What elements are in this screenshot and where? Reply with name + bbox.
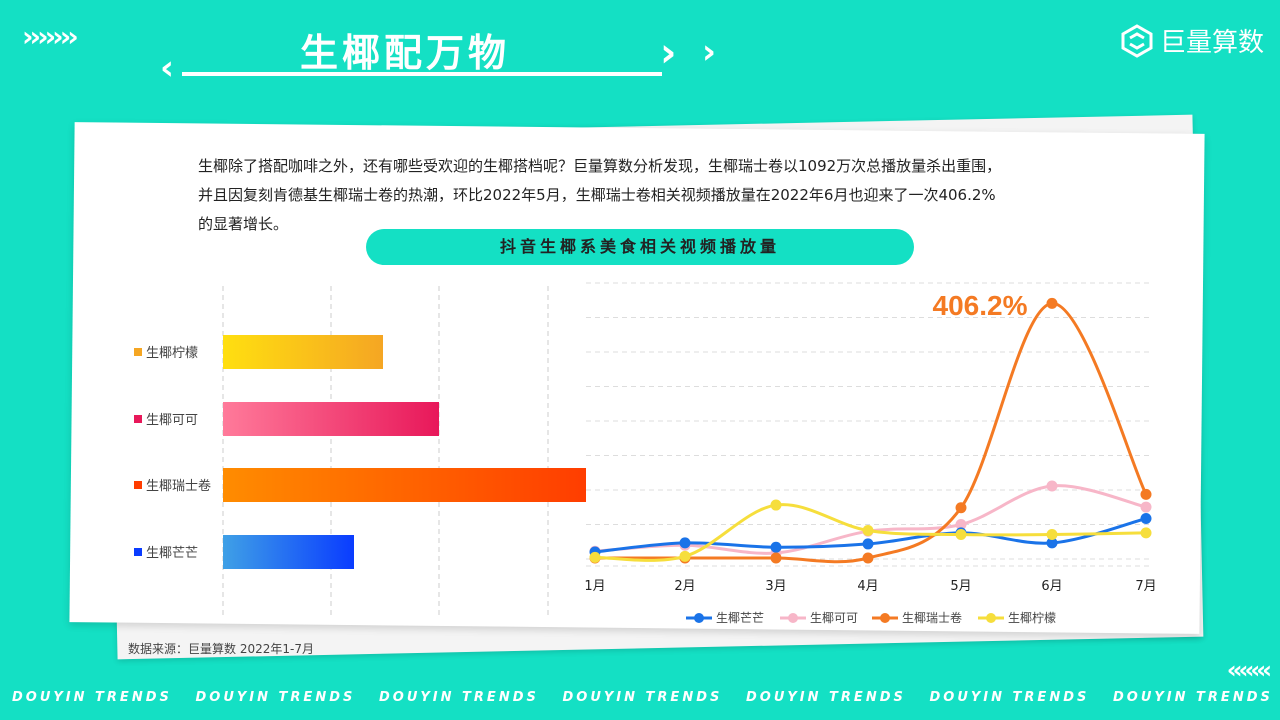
bar: [223, 402, 439, 436]
data-point: [955, 502, 967, 514]
bar-category-label: 生椰瑞士卷: [146, 478, 211, 494]
x-tick-label: 4月: [857, 579, 878, 594]
footer-tagline: DOUYIN TRENDS: [379, 690, 539, 705]
chevron-right-icon: ›: [702, 32, 717, 72]
footer-band: DOUYIN TRENDS DOUYIN TRENDS DOUYIN TRENDS D…: [0, 686, 1280, 708]
intro-line: 的显著增长。: [198, 215, 289, 233]
chart-title: 抖音生椰系美食相关视频播放量: [366, 229, 914, 265]
bar-category-label: 生椰柠檬: [146, 346, 198, 361]
chevron-right-icon: ›: [660, 30, 677, 76]
bar-category-label: 生椰可可: [146, 413, 198, 428]
title-underline: [182, 72, 662, 76]
footer-tagline: DOUYIN TRENDS: [562, 690, 723, 705]
footer-tagline: DOUYIN TRENDS: [929, 690, 1090, 705]
data-point: [862, 525, 874, 537]
logo-text: 巨量算数: [1159, 28, 1264, 58]
bar-category-label: 生椰芒芒: [146, 545, 198, 561]
footer-chevrons: ‹‹‹‹‹‹‹: [1226, 656, 1272, 684]
data-point: [770, 552, 782, 564]
data-point: [1140, 512, 1152, 524]
data-point: [770, 541, 782, 553]
legend-marker: [986, 613, 996, 623]
bar-legend-marker: [134, 348, 142, 356]
bar-legend-marker: [134, 481, 142, 489]
x-tick-label: 7月: [1135, 579, 1156, 594]
data-point: [589, 551, 601, 563]
data-point: [1140, 488, 1152, 500]
brand-logo: 巨量算数: [1120, 22, 1264, 59]
legend-label: 生椰芒芒: [716, 610, 764, 625]
top-chevrons: ›››››››: [22, 20, 79, 53]
data-point: [862, 552, 874, 564]
data-point: [1046, 297, 1058, 309]
data-point: [955, 529, 967, 541]
bar-legend-marker: [134, 548, 142, 556]
bar-legend-marker: [134, 415, 142, 423]
footer-tagline: DOUYIN TRENDS: [1113, 690, 1273, 705]
bar: [223, 535, 354, 569]
bar: [223, 468, 586, 502]
intro-paragraph: 生椰除了搭配咖啡之外，还有哪些受欢迎的生椰搭档呢？巨量算数分析发现，生椰瑞士卷以…: [198, 152, 1058, 239]
logo-icon: [1121, 23, 1153, 58]
data-point: [1046, 537, 1058, 549]
footer-tagline: DOUYIN TRENDS: [746, 690, 906, 705]
peak-annotation: 406.2%: [933, 290, 1028, 321]
x-tick-label: 5月: [950, 579, 971, 594]
intro-line: 生椰除了搭配咖啡之外，还有哪些受欢迎的生椰搭档呢？巨量算数分析发现，生椰瑞士卷以…: [198, 157, 1002, 175]
data-point: [1140, 527, 1152, 539]
page-title: 生椰配万物: [300, 31, 511, 75]
legend-marker: [880, 613, 890, 623]
page-title-banner: ‹ 生椰配万物 › ›: [160, 22, 720, 88]
x-tick-label: 2月: [674, 579, 695, 594]
data-point: [770, 499, 782, 511]
data-point: [679, 537, 691, 549]
intro-line: 并且因复刻肯德基生椰瑞士卷的热潮，环比2022年5月，生椰瑞士卷相关视频播放量在…: [198, 186, 996, 204]
series-line: [595, 301, 1148, 564]
chevron-left-icon: ‹: [160, 48, 175, 88]
bar: [223, 335, 383, 369]
data-point: [1140, 501, 1152, 513]
legend-label: 生椰瑞士卷: [902, 610, 962, 625]
data-point: [955, 518, 967, 530]
x-tick-label: 1月: [584, 579, 605, 594]
data-point: [679, 550, 691, 562]
legend-marker: [788, 613, 798, 623]
data-point: [862, 538, 874, 550]
footer-tagline: DOUYIN TRENDS: [12, 690, 172, 705]
legend-marker: [694, 613, 704, 623]
footer-tagline: DOUYIN TRENDS: [195, 690, 356, 705]
legend-label: 生椰可可: [810, 610, 858, 625]
data-source: 数据来源：巨量算数 2022年1-7月: [128, 642, 314, 656]
legend-label: 生椰柠檬: [1008, 610, 1056, 625]
data-point: [1046, 529, 1058, 541]
data-point: [1046, 480, 1058, 492]
x-tick-label: 3月: [765, 579, 786, 594]
x-tick-label: 6月: [1041, 579, 1062, 594]
